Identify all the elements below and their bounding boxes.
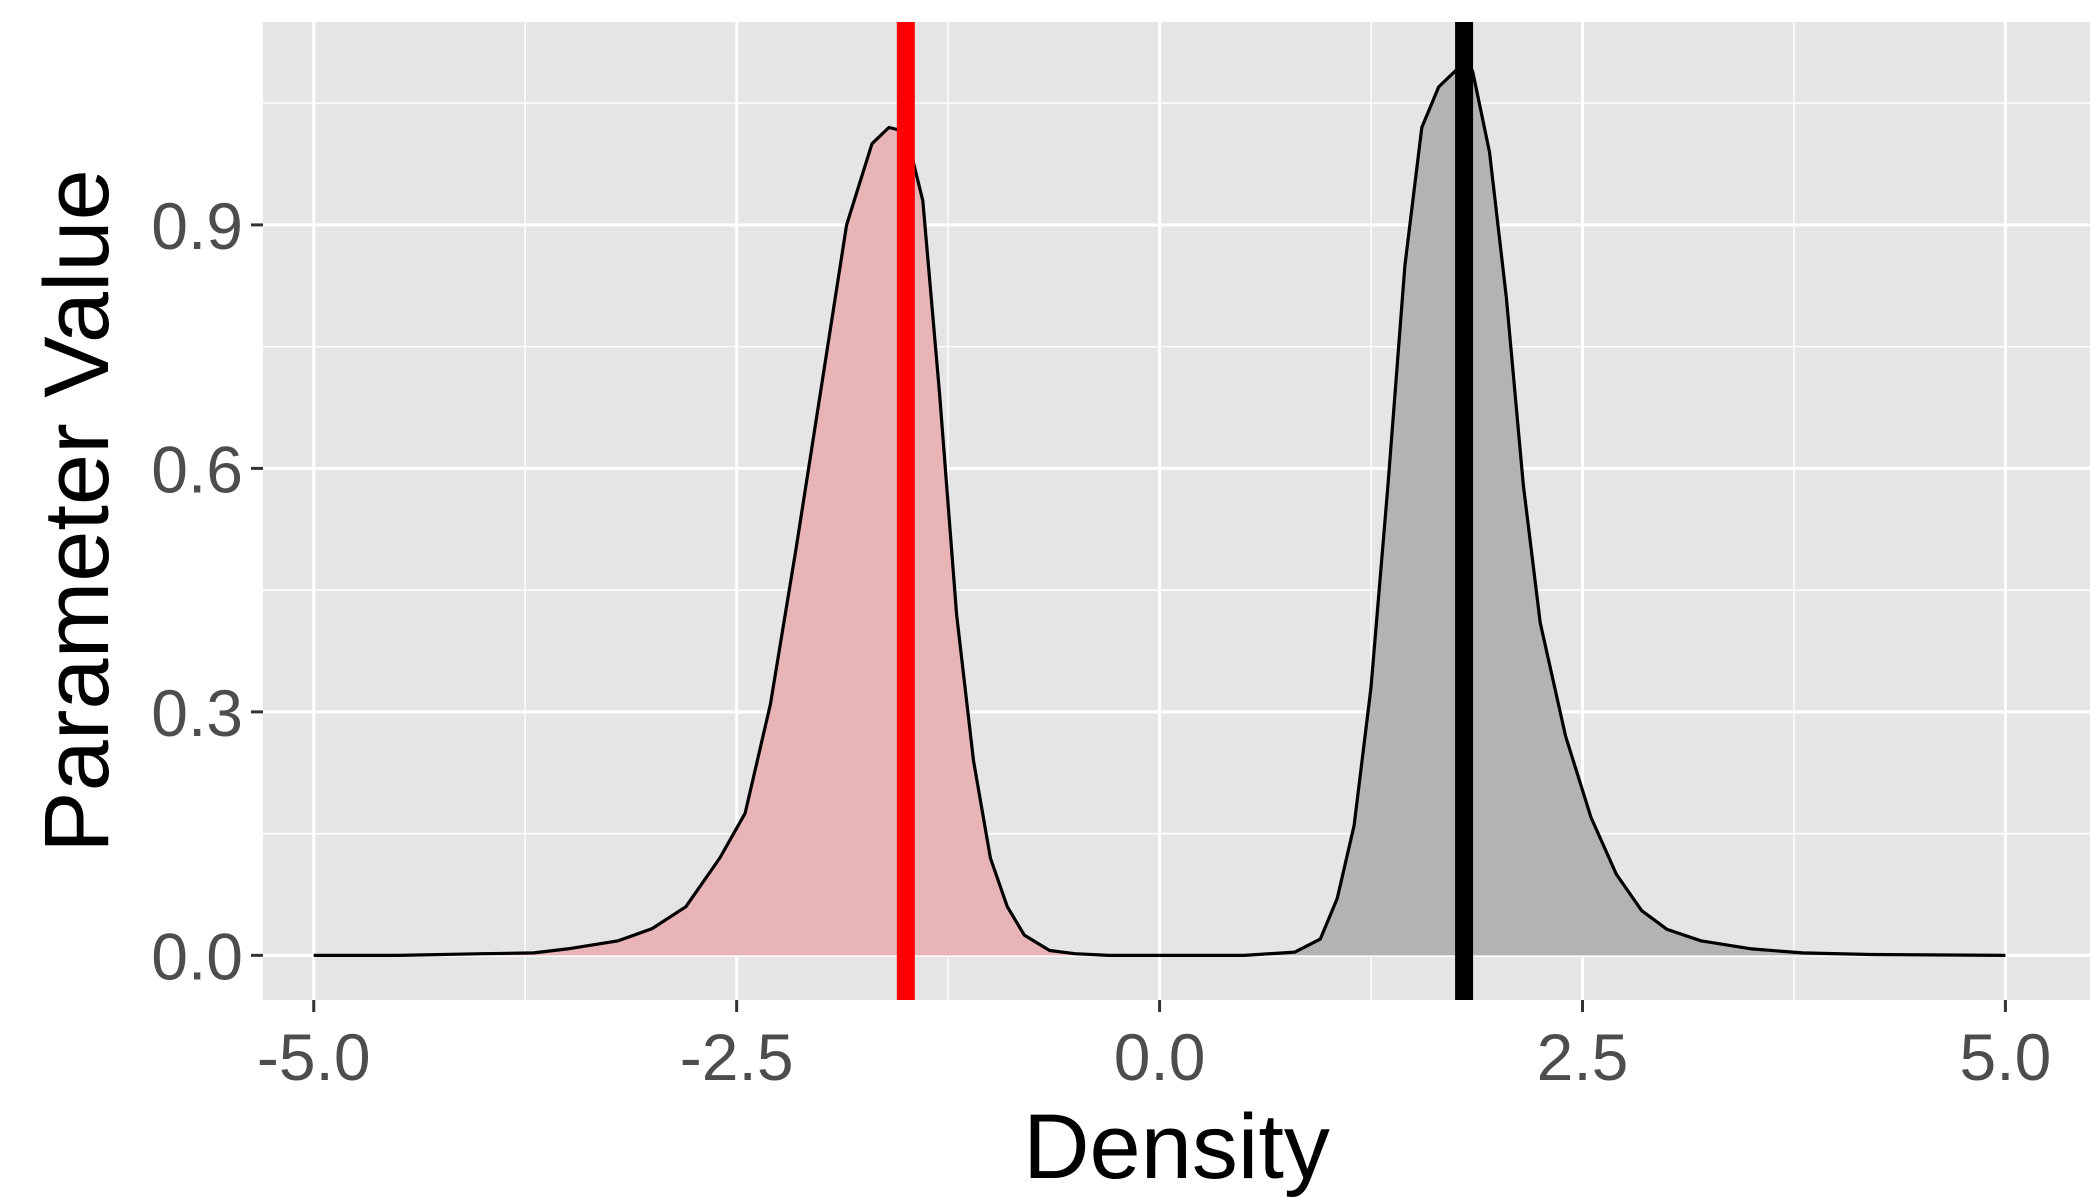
x-axis-title: Density (1023, 1096, 1330, 1198)
y-tick-label: 0.3 (151, 676, 243, 750)
reference-lines (896, 22, 1474, 1000)
density-area-1 (313, 127, 1160, 956)
density-curve-2 (1159, 69, 2006, 957)
x-tick-label: 5.0 (1960, 1020, 2052, 1094)
x-tick-label: -2.5 (680, 1020, 794, 1094)
x-axis-ticks: -5.0 -2.5 0.0 2.5 5.0 (257, 1000, 2051, 1094)
density-areas (313, 69, 2006, 957)
y-tick-label: 0.0 (151, 919, 243, 993)
x-tick-label: 2.5 (1537, 1020, 1629, 1094)
density-area-2 (1159, 70, 2006, 956)
x-tick-label: -5.0 (257, 1020, 371, 1094)
y-tick-label: 0.9 (151, 189, 243, 263)
y-tick-label: 0.6 (151, 432, 243, 506)
density-curve-1 (313, 125, 1160, 957)
y-axis-ticks: 0.0 0.3 0.6 0.9 (151, 189, 263, 993)
y-axis-title: Parameter Value (26, 169, 128, 853)
plot-panel (263, 22, 2090, 1000)
grid-minor (263, 22, 2090, 1000)
x-tick-label: 0.0 (1114, 1020, 1206, 1094)
